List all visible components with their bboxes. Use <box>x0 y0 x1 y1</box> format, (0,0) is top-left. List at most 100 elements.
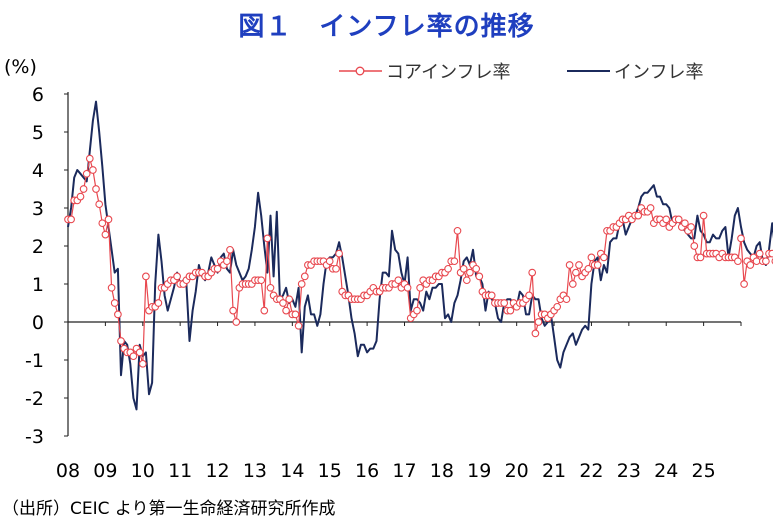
data-point-core-inflation <box>76 192 85 201</box>
data-point-core-inflation <box>762 257 770 266</box>
y-tick-label: 6 <box>32 84 44 106</box>
x-tick-label: 22 <box>579 460 603 482</box>
y-tick-label: 3 <box>32 198 44 220</box>
series-line-headline-inflation <box>67 100 773 411</box>
data-point-core-inflation <box>565 261 574 269</box>
data-point-core-inflation <box>768 249 773 258</box>
data-point-core-inflation <box>335 249 343 258</box>
y-tick-label: -2 <box>25 388 44 410</box>
data-point-core-inflation <box>104 215 113 224</box>
y-tick-label: 4 <box>32 160 44 182</box>
data-point-core-inflation <box>110 299 119 307</box>
data-point-core-inflation <box>466 268 474 277</box>
x-tick-label: 13 <box>243 460 267 482</box>
data-point-core-inflation <box>453 226 462 235</box>
data-point-core-inflation <box>487 291 496 300</box>
data-point-core-inflation <box>459 264 468 273</box>
y-axis-unit-label: (%) <box>4 56 37 78</box>
data-point-core-inflation <box>634 211 643 220</box>
data-point-core-inflation <box>600 253 608 262</box>
data-point-core-inflation <box>226 245 234 254</box>
x-tick-label: 18 <box>430 460 454 482</box>
data-point-core-inflation <box>67 215 75 224</box>
data-point-core-inflation <box>266 283 275 292</box>
x-tick-label: 25 <box>692 460 716 482</box>
data-point-core-inflation <box>279 299 287 307</box>
data-point-core-inflation <box>674 215 683 224</box>
data-point-core-inflation <box>444 264 452 273</box>
data-point-core-inflation <box>553 302 562 311</box>
data-point-core-inflation <box>737 234 745 243</box>
data-point-core-inflation <box>394 276 403 285</box>
data-point-core-inflation <box>525 291 533 300</box>
data-point-core-inflation <box>403 283 412 292</box>
x-tick-label: 23 <box>617 460 641 482</box>
data-point-core-inflation <box>154 299 163 307</box>
x-tick-label: 24 <box>654 460 678 482</box>
y-tick-label: 5 <box>32 122 44 144</box>
data-point-core-inflation <box>138 359 147 368</box>
data-point-core-inflation <box>229 306 237 315</box>
data-point-core-inflation <box>223 257 231 266</box>
data-point-core-inflation <box>562 295 571 304</box>
data-point-core-inflation <box>82 169 91 178</box>
data-point-core-inflation <box>681 219 689 228</box>
data-point-core-inflation <box>332 264 340 273</box>
data-point-core-inflation <box>101 230 110 239</box>
data-point-core-inflation <box>135 348 144 357</box>
data-point-core-inflation <box>232 318 241 326</box>
x-tick-label: 10 <box>131 460 155 482</box>
data-point-core-inflation <box>740 280 748 288</box>
data-point-core-inflation <box>282 306 290 315</box>
data-point-core-inflation <box>746 261 755 269</box>
data-point-core-inflation <box>699 211 708 220</box>
data-point-core-inflation <box>413 306 421 315</box>
y-tick-label: 0 <box>32 312 44 334</box>
x-tick-label: 15 <box>318 460 342 482</box>
y-tick-label: 1 <box>32 274 44 296</box>
data-point-core-inflation <box>89 166 97 174</box>
data-point-core-inflation <box>690 242 699 250</box>
x-tick-label: 12 <box>205 460 229 482</box>
x-tick-label: 14 <box>280 460 304 482</box>
data-point-core-inflation <box>257 276 266 285</box>
x-tick-label: 08 <box>56 460 80 482</box>
chart-legend: コアインフレ率 インフレ率 <box>339 62 703 83</box>
data-point-core-inflation <box>291 310 300 319</box>
y-tick-label: -1 <box>25 350 44 372</box>
data-point-core-inflation <box>662 215 671 224</box>
data-point-core-inflation <box>500 299 509 307</box>
data-point-core-inflation <box>506 306 515 315</box>
data-point-core-inflation <box>687 223 695 231</box>
data-point-core-inflation <box>531 329 540 338</box>
data-point-core-inflation <box>593 261 602 269</box>
data-point-core-inflation <box>755 249 764 258</box>
data-point-core-inflation <box>575 261 583 269</box>
y-tick-label: 2 <box>32 236 44 258</box>
x-tick-label: 11 <box>168 460 192 482</box>
data-point-core-inflation <box>568 280 577 288</box>
x-tick-label: 09 <box>93 460 117 482</box>
series-line-core-inflation <box>68 158 773 365</box>
data-point-core-inflation <box>85 154 94 163</box>
data-point-core-inflation <box>325 257 334 266</box>
data-point-core-inflation <box>129 352 138 361</box>
legend-core-marker <box>355 66 365 76</box>
data-point-core-inflation <box>300 272 309 281</box>
data-point-core-inflation <box>260 306 269 315</box>
plot-area <box>64 100 773 411</box>
x-tick-label: 20 <box>505 460 529 482</box>
data-point-core-inflation <box>294 321 303 330</box>
y-tick-label: -3 <box>25 426 44 448</box>
data-point-core-inflation <box>213 264 222 273</box>
source-note: （出所）CEIC より第一生命経済研究所作成 <box>2 499 336 519</box>
data-point-core-inflation <box>534 318 543 326</box>
data-point-core-inflation <box>297 280 306 288</box>
data-point-core-inflation <box>696 253 705 262</box>
data-point-core-inflation <box>79 185 88 193</box>
data-point-core-inflation <box>587 253 596 262</box>
data-point-core-inflation <box>173 272 181 281</box>
data-point-core-inflation <box>462 276 471 285</box>
data-point-core-inflation <box>416 283 424 292</box>
